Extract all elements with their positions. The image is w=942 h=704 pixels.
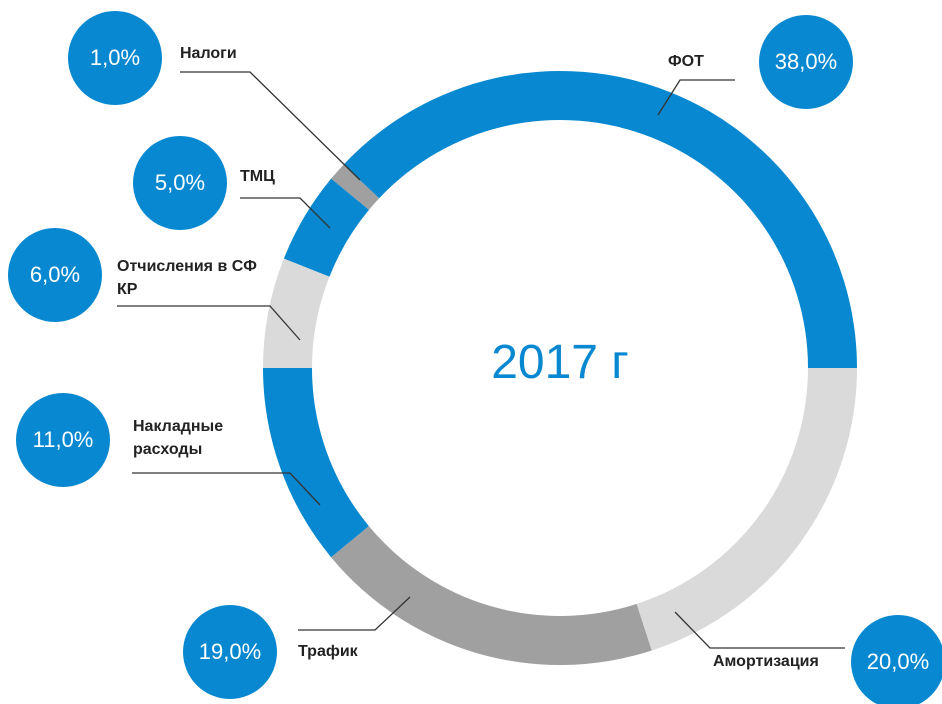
leader-line: [132, 472, 321, 506]
value-label: 1,0%: [68, 11, 162, 105]
donut-segment: [283, 178, 369, 277]
value-label: 6,0%: [8, 228, 102, 322]
category-label: ТМЦ: [240, 168, 275, 185]
category-label: Трафик: [298, 643, 358, 660]
value-label: 5,0%: [133, 136, 227, 230]
donut-segment: [331, 526, 652, 665]
category-label: Накладные расходы: [133, 418, 224, 458]
leader-line: [298, 596, 411, 631]
donut-segment: [263, 368, 369, 558]
leader-line: [674, 611, 845, 649]
donut-segment: [331, 164, 380, 210]
leader-line: [180, 71, 361, 181]
value-label: 20,0%: [851, 615, 942, 704]
category-label: ФОТ: [668, 53, 704, 70]
donut-segment: [636, 368, 857, 651]
donut-segment: [263, 258, 330, 368]
value-label: 38,0%: [759, 15, 853, 109]
leader-line: [657, 79, 735, 116]
leader-line: [240, 197, 331, 229]
category-label: Амортизация: [713, 653, 819, 670]
value-label: 11,0%: [16, 393, 110, 487]
category-label: Отчисления в СФ КР: [117, 258, 257, 298]
value-label: 19,0%: [183, 605, 277, 699]
chart-title: 2017 г: [491, 336, 629, 389]
leader-lines: [117, 71, 845, 649]
leader-line: [117, 305, 301, 341]
donut-segment: [343, 70, 857, 369]
category-label: Налоги: [180, 45, 237, 62]
